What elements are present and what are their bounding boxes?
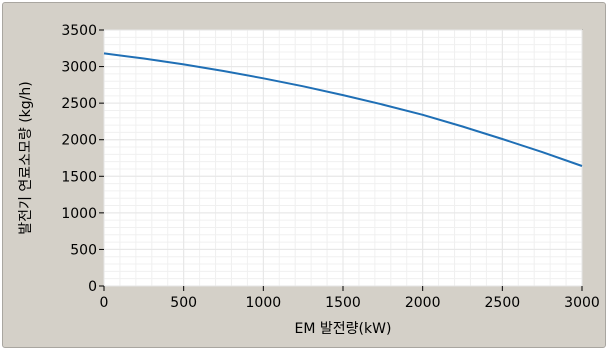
x-axis-label: EM 발전량(kW) bbox=[295, 321, 392, 337]
y-tick-label: 0 bbox=[88, 279, 97, 295]
x-tick-label: 2500 bbox=[485, 295, 521, 311]
y-axis-ticks: 0 500 1000 1500 2000 2500 3000 3500 bbox=[61, 23, 104, 295]
y-tick-label: 3000 bbox=[61, 60, 97, 76]
x-axis-ticks: 0 500 1000 1500 2000 2500 3000 bbox=[100, 286, 600, 311]
y-tick-label: 3500 bbox=[61, 23, 97, 39]
grid bbox=[103, 29, 583, 287]
x-tick-label: 2000 bbox=[405, 295, 441, 311]
x-tick-label: 1000 bbox=[246, 295, 282, 311]
y-tick-label: 2000 bbox=[61, 133, 97, 149]
y-tick-label: 2500 bbox=[61, 96, 97, 112]
x-tick-label: 3000 bbox=[564, 295, 600, 311]
x-tick-label: 0 bbox=[100, 295, 109, 311]
x-tick-label: 1500 bbox=[325, 295, 361, 311]
y-tick-label: 1000 bbox=[61, 206, 97, 222]
y-tick-label: 500 bbox=[70, 242, 97, 258]
x-tick-label: 500 bbox=[170, 295, 197, 311]
y-tick-label: 1500 bbox=[61, 169, 97, 185]
y-axis-label: 발전기 연료소모량 (kg/h) bbox=[18, 81, 34, 234]
series-line bbox=[103, 52, 583, 167]
